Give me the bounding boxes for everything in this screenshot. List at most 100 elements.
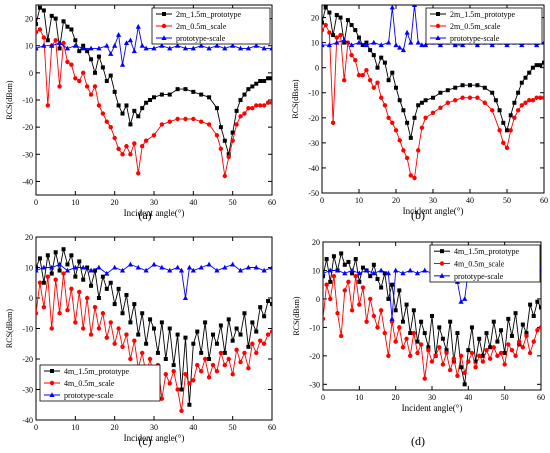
data-point xyxy=(462,382,467,387)
data-point xyxy=(234,326,239,331)
y-tick-label: 10 xyxy=(311,39,319,48)
data-point xyxy=(353,57,358,63)
data-point xyxy=(323,274,325,279)
x-tick-label: 60 xyxy=(537,393,545,402)
data-point xyxy=(104,42,110,48)
data-point xyxy=(53,16,58,21)
data-point xyxy=(45,103,50,108)
data-point xyxy=(85,265,90,270)
data-point xyxy=(238,332,243,337)
data-point xyxy=(270,76,272,81)
x-tick-label: 10 xyxy=(71,198,79,207)
data-point xyxy=(230,261,236,267)
data-point xyxy=(77,259,82,264)
data-point xyxy=(199,350,204,355)
data-point xyxy=(491,319,496,324)
data-point xyxy=(269,329,272,334)
legend-swatch-marker xyxy=(161,35,167,40)
data-point xyxy=(41,280,46,285)
data-point xyxy=(159,92,164,97)
data-point xyxy=(49,326,54,331)
data-point xyxy=(379,55,384,60)
data-point xyxy=(93,70,97,75)
data-point xyxy=(266,76,271,81)
data-point xyxy=(234,108,239,113)
data-point xyxy=(61,271,66,276)
data-point xyxy=(195,362,200,368)
data-point xyxy=(527,350,533,356)
data-point xyxy=(419,42,425,48)
data-point xyxy=(104,270,110,276)
x-axis-label: Incident angle(°) xyxy=(124,433,185,443)
data-point xyxy=(199,92,204,97)
legend-swatch-marker xyxy=(435,35,441,40)
data-point xyxy=(108,51,114,56)
x-tick-label: 20 xyxy=(392,393,400,402)
data-point xyxy=(394,85,398,90)
data-point xyxy=(214,267,220,273)
data-point xyxy=(466,348,471,353)
data-point xyxy=(80,45,86,51)
data-point xyxy=(64,267,71,273)
legend-swatch-marker xyxy=(436,12,440,16)
data-point xyxy=(356,39,362,45)
data-point xyxy=(382,271,387,276)
data-point xyxy=(490,108,495,113)
data-point xyxy=(519,80,524,85)
data-point xyxy=(222,350,227,355)
data-point xyxy=(178,267,185,273)
y-tick-label: -10 xyxy=(309,323,320,332)
data-point xyxy=(258,305,263,310)
data-point xyxy=(371,270,377,276)
data-point xyxy=(140,311,145,316)
data-point xyxy=(57,311,62,316)
data-point xyxy=(65,59,70,65)
data-point xyxy=(175,387,180,392)
data-point xyxy=(431,95,435,100)
data-point xyxy=(238,98,243,102)
data-point xyxy=(72,42,78,48)
legend-entry: 4m_0.5m_scale xyxy=(64,379,115,388)
data-point xyxy=(104,119,110,124)
data-point xyxy=(116,103,121,108)
data-point xyxy=(203,320,208,325)
data-point xyxy=(242,92,247,97)
data-point xyxy=(379,285,384,290)
y-tick-label: -30 xyxy=(309,380,320,389)
data-point xyxy=(199,369,204,374)
legend-swatch-marker xyxy=(50,369,54,373)
data-point xyxy=(37,256,42,261)
x-tick-label: 50 xyxy=(503,196,511,205)
data-point xyxy=(498,350,504,356)
data-point xyxy=(331,273,337,279)
data-point xyxy=(393,267,399,273)
x-axis-label: Incident angle(°) xyxy=(124,208,185,218)
data-point xyxy=(423,115,428,121)
series-line xyxy=(322,6,544,139)
data-point xyxy=(423,42,429,48)
x-tick-label: 0 xyxy=(320,196,324,205)
data-point xyxy=(408,39,414,45)
data-point xyxy=(61,247,66,252)
panel-caption: (c) xyxy=(138,434,151,448)
x-tick-label: 40 xyxy=(464,393,472,402)
data-point xyxy=(207,357,212,361)
data-point xyxy=(96,326,102,331)
data-point xyxy=(459,365,464,370)
data-point xyxy=(226,317,231,322)
data-point xyxy=(190,45,196,51)
data-point xyxy=(132,141,137,146)
y-axis-label: RCS(dBsm) xyxy=(292,296,301,335)
y-tick-label: 10 xyxy=(312,266,320,275)
data-point xyxy=(493,98,498,103)
data-point xyxy=(49,42,55,48)
data-point xyxy=(171,363,176,368)
data-point xyxy=(128,356,133,362)
data-point xyxy=(527,70,532,75)
data-point xyxy=(135,264,141,270)
data-point xyxy=(206,261,212,267)
data-point xyxy=(124,143,129,149)
data-point xyxy=(92,304,98,310)
data-point xyxy=(397,138,402,143)
data-point xyxy=(198,264,204,270)
